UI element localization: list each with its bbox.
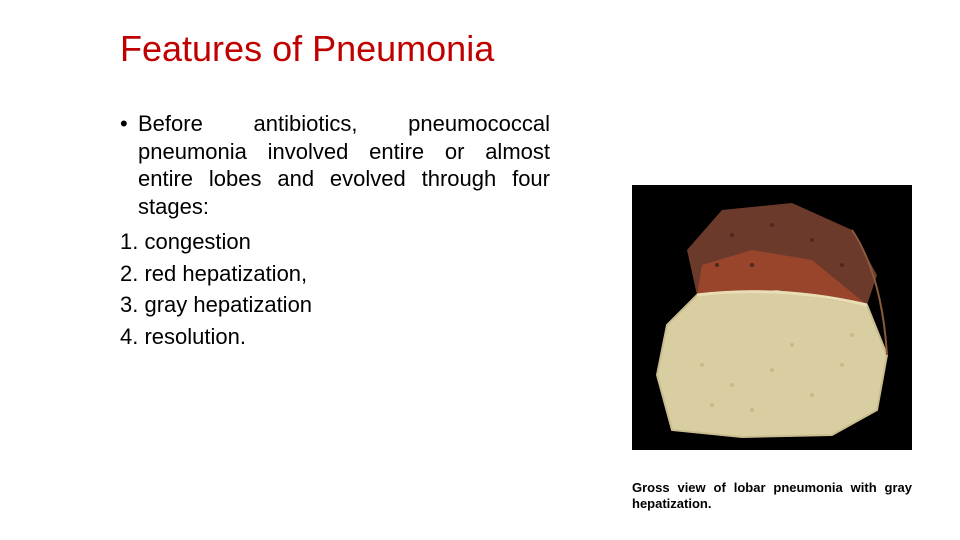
- slide-container: Features of Pneumonia • Before antibioti…: [0, 0, 960, 540]
- figure-caption: Gross view of lobar pneumonia with gray …: [632, 480, 912, 511]
- body-text-block: • Before antibiotics, pneumococcal pneum…: [120, 110, 550, 354]
- specimen-svg: [642, 195, 902, 440]
- stage-item-3: 3. gray hepatization: [120, 291, 550, 319]
- stage-item-4: 4. resolution.: [120, 323, 550, 351]
- stage-label: resolution.: [144, 324, 246, 349]
- intro-bullet: • Before antibiotics, pneumococcal pneum…: [120, 110, 550, 220]
- stage-number: 1.: [120, 229, 138, 254]
- stage-item-1: 1. congestion: [120, 228, 550, 256]
- specimen-image: [632, 185, 912, 450]
- stage-label: gray hepatization: [144, 292, 312, 317]
- lower-lobe-shape: [657, 290, 887, 437]
- slide-title: Features of Pneumonia: [120, 28, 494, 70]
- stage-number: 3.: [120, 292, 138, 317]
- intro-text: Before antibiotics, pneumococcal pneumon…: [138, 110, 550, 220]
- stage-label: red hepatization,: [144, 261, 307, 286]
- stage-label: congestion: [144, 229, 250, 254]
- stage-number: 2.: [120, 261, 138, 286]
- stage-number: 4.: [120, 324, 138, 349]
- bullet-marker: •: [120, 110, 138, 220]
- stage-item-2: 2. red hepatization,: [120, 260, 550, 288]
